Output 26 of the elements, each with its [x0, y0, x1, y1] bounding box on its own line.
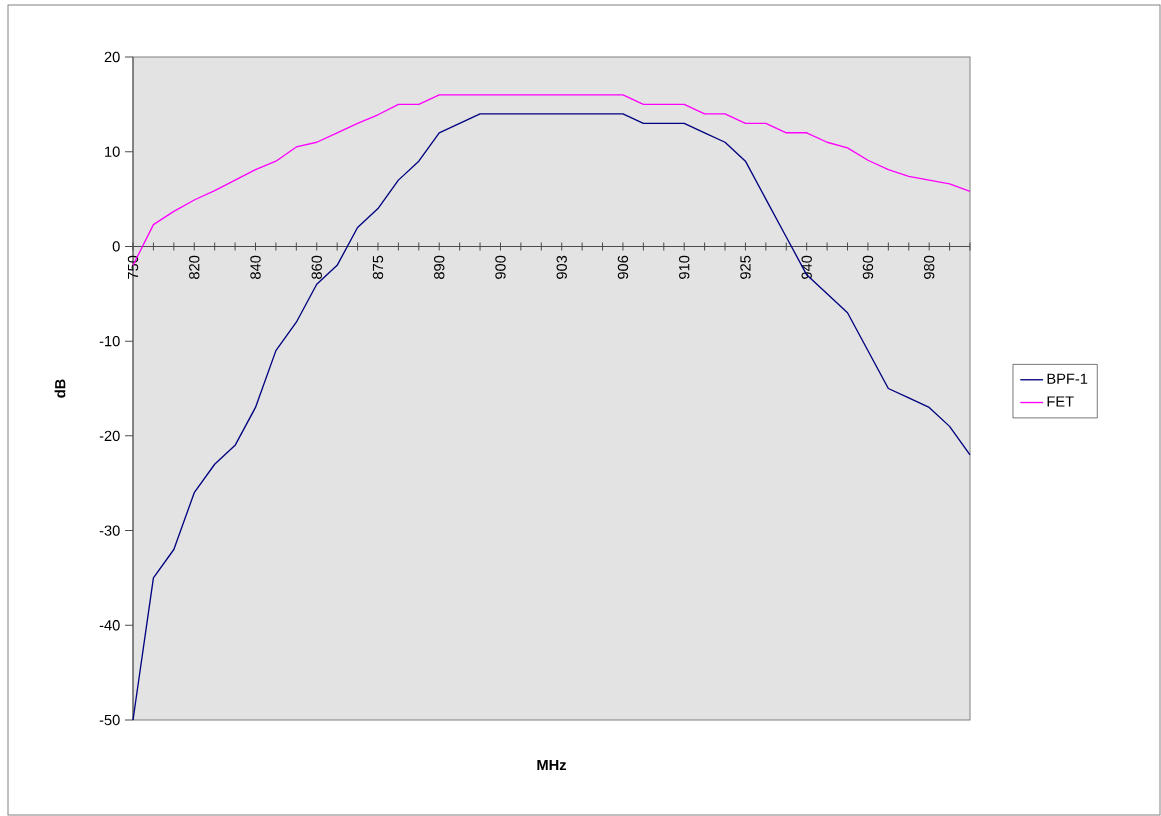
- x-tick-label: 906: [617, 255, 629, 279]
- x-tick-label: 960: [862, 255, 874, 279]
- y-tick-label: -10: [99, 335, 120, 347]
- legend-label: FET: [1047, 396, 1074, 407]
- x-tick-label: 940: [801, 255, 812, 279]
- x-tick-label: 820: [189, 255, 200, 279]
- y-tick-label: -40: [99, 620, 120, 631]
- x-axis-title: MHz: [537, 759, 567, 771]
- x-tick-label: 900: [495, 255, 506, 279]
- x-tick-label: 910: [679, 255, 690, 279]
- x-tick-label: 860: [311, 255, 322, 279]
- legend-label: BPF-1: [1047, 373, 1088, 384]
- x-tick-label: 925: [740, 255, 751, 279]
- x-tick-label: 890: [434, 255, 445, 279]
- x-tick-label: 980: [924, 255, 935, 279]
- x-tick-label: 875: [372, 255, 384, 279]
- y-tick-label: 0: [112, 241, 120, 252]
- x-tick-label: 840: [250, 255, 261, 279]
- y-axis-title: dB: [54, 379, 66, 398]
- x-tick-label: 903: [556, 255, 567, 279]
- y-tick-label: 20: [104, 51, 120, 63]
- y-tick-label: -30: [99, 525, 120, 536]
- x-tick-label: 750: [127, 255, 139, 279]
- y-tick-label: 10: [105, 146, 120, 157]
- y-tick-label: -50: [99, 714, 120, 726]
- y-tick-label: -20: [99, 430, 120, 442]
